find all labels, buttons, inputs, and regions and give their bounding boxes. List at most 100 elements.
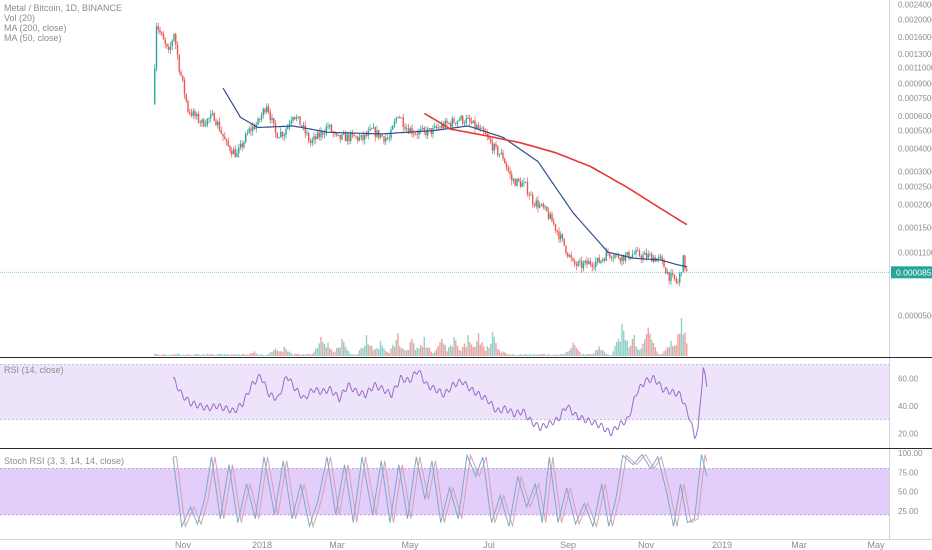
- volume-bar: [294, 353, 296, 356]
- stoch-k-line: [172, 453, 708, 529]
- candle-body: [465, 118, 467, 124]
- volume-bar: [558, 354, 560, 356]
- volume-bar: [525, 353, 527, 356]
- volume-bar: [560, 354, 562, 356]
- volume-bar: [299, 354, 301, 356]
- rsi-axis-label: 40.00: [898, 402, 919, 411]
- candle-body: [421, 127, 424, 130]
- volume-bar: [369, 345, 371, 356]
- candle-body: [334, 133, 336, 134]
- candle-body: [434, 126, 436, 128]
- candle-body: [173, 33, 175, 41]
- volume-bar: [535, 354, 537, 356]
- volume-bar: [388, 352, 390, 356]
- candle-body: [222, 133, 224, 137]
- volume-bar: [220, 353, 222, 356]
- volume-bar: [542, 354, 544, 356]
- volume-bar: [638, 350, 641, 356]
- volume-bar: [495, 343, 497, 356]
- volume-bar: [656, 351, 658, 356]
- candle-body: [392, 125, 394, 130]
- volume-bar: [155, 353, 158, 356]
- candle-body: [493, 144, 495, 151]
- candle-body: [563, 238, 565, 246]
- candle-body: [565, 245, 567, 254]
- volume-bar: [596, 349, 599, 356]
- volume-bar: [402, 348, 404, 356]
- candle-body: [658, 256, 660, 259]
- candle-body: [512, 179, 515, 181]
- volume-bar: [367, 344, 369, 356]
- candle-body: [474, 120, 476, 129]
- volume-bar: [409, 341, 411, 356]
- volume-bar: [523, 354, 525, 356]
- candle-body: [470, 121, 473, 124]
- volume-bar: [341, 338, 343, 356]
- candle-body: [386, 138, 389, 139]
- candle-body: [441, 124, 443, 129]
- stoch-legend[interactable]: Stoch RSI (3, 3, 14, 14, close): [4, 456, 125, 466]
- volume-bar: [269, 352, 271, 356]
- rsi-legend[interactable]: RSI (14, close): [4, 365, 64, 375]
- volume-bar: [250, 353, 252, 356]
- volume-bar: [392, 344, 394, 356]
- candle-body: [497, 146, 499, 155]
- volume-bar: [658, 354, 660, 356]
- volume-bar: [621, 323, 623, 356]
- x-axis-label: Nov: [175, 540, 192, 550]
- volume-bar: [246, 354, 249, 356]
- volume-bar: [540, 353, 543, 356]
- candle-body: [414, 133, 417, 135]
- candle-body: [262, 108, 264, 116]
- volume-bar: [441, 338, 443, 356]
- candle-body: [297, 116, 299, 118]
- candle-body: [280, 131, 282, 138]
- volume-bar: [316, 348, 319, 356]
- volume-bar: [455, 340, 457, 356]
- candle-body: [635, 250, 637, 254]
- volume-bar: [385, 351, 387, 356]
- candle-body: [427, 128, 429, 136]
- candle-body: [374, 127, 376, 137]
- candle-body: [253, 126, 256, 130]
- volume-bar: [626, 340, 628, 356]
- candle-body: [677, 281, 679, 283]
- main-title[interactable]: Metal / Bitcoin, 1D, BINANCE: [4, 3, 123, 13]
- candle-body: [638, 250, 641, 257]
- volume-bar: [439, 342, 441, 356]
- volume-bar: [456, 345, 459, 356]
- rsi-axis-label: 20.00: [898, 429, 919, 438]
- candle-body: [308, 133, 310, 141]
- candle-body: [521, 183, 523, 187]
- candle-body: [532, 194, 534, 205]
- volume-bar: [210, 354, 212, 356]
- x-axis: Nov 2018 Mar May Jul Sep Nov 2019 Mar May: [175, 540, 885, 550]
- vol-legend[interactable]: Vol (20): [4, 13, 36, 23]
- volume-bar: [497, 349, 499, 356]
- volume-bar: [374, 349, 376, 356]
- x-axis-label: Mar: [329, 540, 345, 550]
- candle-body: [171, 40, 173, 46]
- volume-bar: [157, 354, 159, 356]
- volume-bar: [302, 354, 305, 356]
- candle-body: [285, 129, 287, 135]
- volume-bar: [185, 354, 187, 356]
- volume-bar: [637, 349, 639, 356]
- volume-bar: [227, 354, 229, 356]
- candle-body: [486, 133, 488, 137]
- volume-bar: [395, 339, 397, 356]
- x-axis-label: May: [867, 540, 885, 550]
- ma50-legend[interactable]: MA (50, close): [4, 33, 62, 43]
- candle-body: [313, 136, 315, 140]
- volume-bar: [553, 354, 555, 356]
- volume-bar: [190, 354, 193, 356]
- volume-bar: [386, 352, 389, 356]
- volume-bar: [378, 349, 380, 356]
- volume-bar: [253, 351, 256, 356]
- ma200-legend[interactable]: MA (200, close): [4, 23, 67, 33]
